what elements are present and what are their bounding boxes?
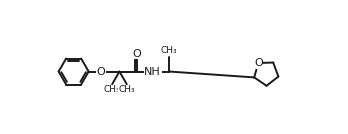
Text: O: O (132, 49, 141, 59)
Text: O: O (254, 58, 263, 68)
Text: CH₃: CH₃ (119, 85, 135, 94)
Text: NH: NH (144, 66, 161, 77)
Text: O: O (96, 66, 105, 77)
Text: CH₃: CH₃ (103, 85, 120, 94)
Text: CH₃: CH₃ (161, 46, 177, 55)
